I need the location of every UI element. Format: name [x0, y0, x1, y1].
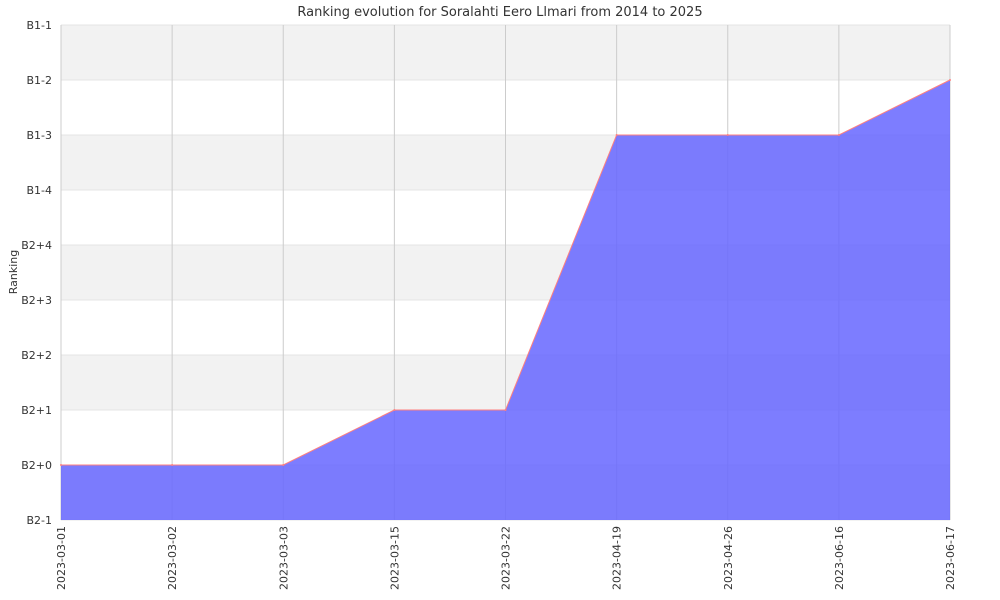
data-point-2	[282, 464, 285, 466]
data-point-7	[837, 134, 840, 136]
x-tick-label: 2023-06-16	[833, 526, 846, 590]
chart-title: Ranking evolution for Soralahti Eero Llm…	[297, 5, 702, 20]
data-point-5	[615, 134, 618, 136]
y-tick-label: B1-3	[26, 129, 52, 142]
data-point-1	[171, 464, 174, 466]
data-point-6	[726, 134, 729, 136]
x-tick-label: 2023-03-15	[388, 526, 401, 590]
data-point-0	[60, 464, 62, 466]
y-tick-label: B2+3	[21, 294, 52, 307]
x-tick-labels: 2023-03-01 2023-03-02 2023-03-03 2023-03-15…	[55, 526, 957, 590]
y-tick-label: B1-2	[26, 74, 52, 87]
data-point-3	[393, 409, 396, 411]
x-tick-label: 2023-04-19	[611, 526, 624, 590]
data-point-8	[949, 79, 951, 81]
y-axis-label: Ranking	[7, 250, 20, 295]
x-tick-label: 2023-06-17	[944, 526, 957, 590]
y-tick-label: B1-4	[26, 184, 52, 197]
y-tick-label: B2+4	[21, 239, 52, 252]
data-point-4	[504, 409, 507, 411]
y-tick-label: B1-1	[26, 19, 52, 32]
x-tick-label: 2023-03-02	[166, 526, 179, 590]
x-tick-label: 2023-04-26	[722, 526, 735, 590]
x-tick-label: 2023-03-22	[500, 526, 513, 590]
area-fill	[61, 80, 950, 520]
y-tick-label: B2+0	[21, 459, 52, 472]
y-tick-label: B2+2	[21, 349, 52, 362]
y-tick-labels: B2-1 B2+0 B2+1 B2+2 B2+3 B2+4 B1-4 B1-3 B1-2 B1-1	[21, 19, 52, 527]
x-tick-label: 2023-03-03	[277, 526, 290, 590]
y-tick-label: B2-1	[26, 514, 52, 527]
x-tick-label: 2023-03-01	[55, 526, 68, 590]
data-points	[60, 79, 951, 466]
y-tick-label: B2+1	[21, 404, 52, 417]
